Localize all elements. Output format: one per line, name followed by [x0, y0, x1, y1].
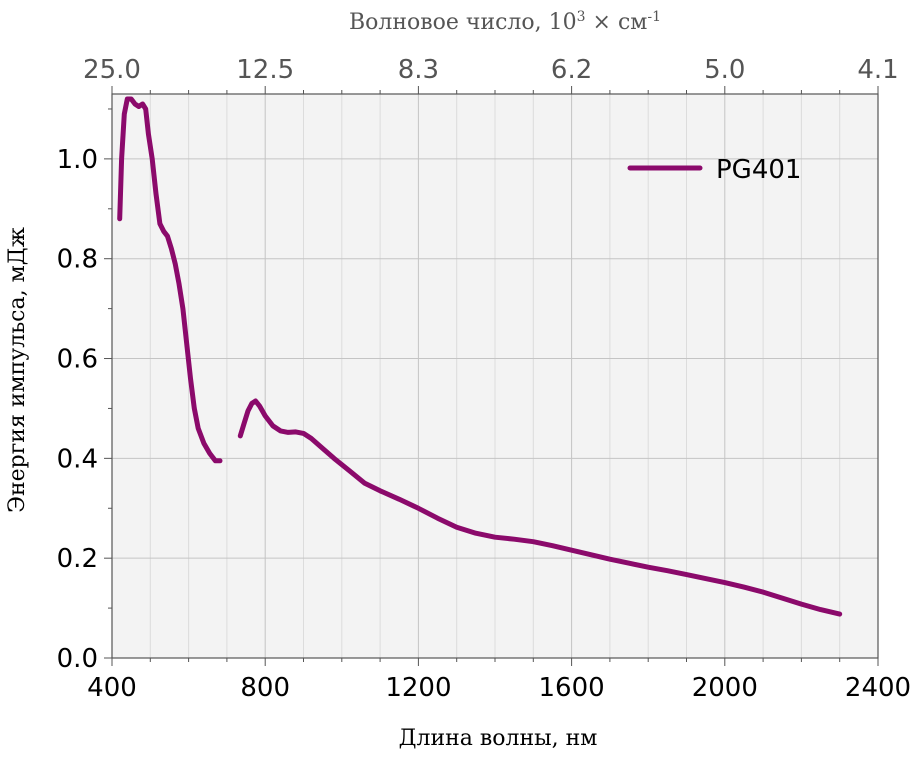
legend-label: PG401 — [716, 155, 801, 185]
x-tick-label: 2400 — [845, 673, 911, 703]
series-line-pg401 — [237, 398, 843, 617]
y-axis-title: Энергия импульса, мДж — [5, 227, 30, 513]
x-tick-label: 1200 — [385, 673, 451, 703]
y-tick-label: 0.4 — [57, 444, 98, 474]
grid — [112, 94, 878, 658]
series-group — [117, 96, 843, 617]
top-tick-label: 25.0 — [83, 55, 141, 85]
y-tick-label: 0.6 — [57, 345, 98, 375]
y-axis: 0.0 0.2 0.4 0.6 0.8 1.0 — [57, 108, 112, 674]
top-tick-label: 6.2 — [551, 55, 592, 85]
top-axis-title: Волновое число, 103 × см-1 — [349, 9, 661, 35]
top-tick-label: 8.3 — [398, 55, 439, 85]
x-axis: 400 800 1200 1600 2000 2400 — [87, 658, 911, 703]
x-tick-label: 400 — [87, 673, 137, 703]
y-tick-label: 0.2 — [57, 544, 98, 574]
y-tick-label: 1.0 — [57, 145, 98, 175]
y-tick-label: 0.8 — [57, 245, 98, 275]
top-tick-label: 5.0 — [704, 55, 745, 85]
x-tick-label: 2000 — [692, 673, 758, 703]
x-tick-label: 1600 — [539, 673, 605, 703]
top-axis: 25.0 12.5 8.3 6.2 5.0 4.1 — [83, 55, 899, 94]
x-tick-label: 800 — [240, 673, 290, 703]
plot-frame — [111, 93, 879, 659]
x-axis-title: Длина волны, нм — [399, 726, 598, 751]
series-line-pg401 — [117, 96, 223, 464]
y-tick-label: 0.0 — [57, 644, 98, 674]
legend: PG401 — [627, 155, 801, 185]
top-tick-label: 4.1 — [857, 55, 898, 85]
top-tick-label: 12.5 — [236, 55, 294, 85]
